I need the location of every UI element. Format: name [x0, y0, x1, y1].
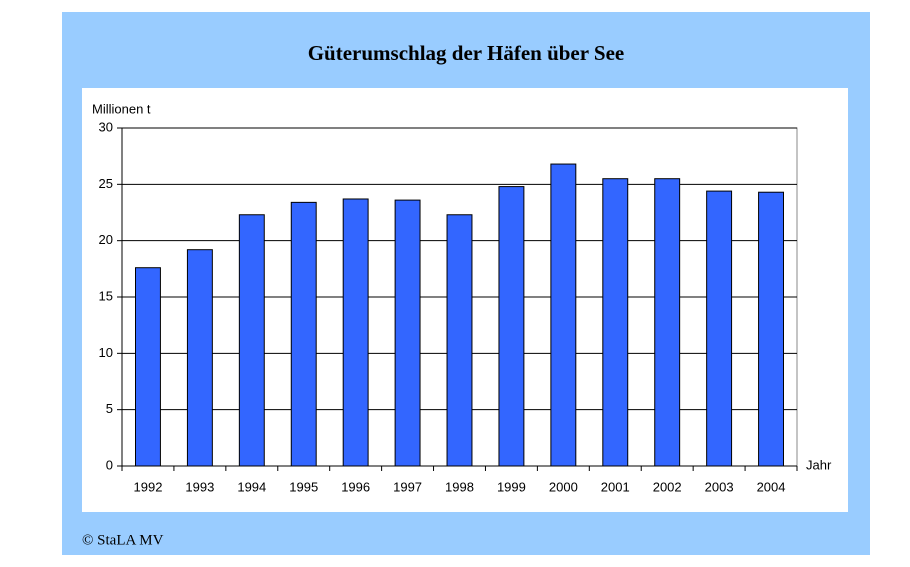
y-tick-label: 10: [99, 345, 113, 360]
chart-title: Güterumschlag der Häfen über See: [308, 41, 625, 65]
bar: [602, 178, 629, 467]
y-tick-label: 30: [99, 119, 113, 134]
bar: [758, 191, 784, 467]
bar: [342, 198, 369, 467]
x-tick-label: 1995: [289, 479, 318, 494]
x-tick-label: 2001: [601, 479, 630, 494]
x-tick-label: 1994: [237, 479, 266, 494]
bar: [394, 199, 421, 467]
x-tick-label: 1996: [341, 479, 370, 494]
bar: [550, 163, 577, 467]
y-tick-label: 0: [106, 457, 113, 472]
x-tick-label: 2002: [653, 479, 682, 494]
bar: [654, 178, 681, 467]
x-tick-label: 2003: [705, 479, 734, 494]
bar: [186, 249, 213, 467]
bar: [446, 214, 473, 467]
x-tick-label: 2004: [757, 479, 786, 494]
y-tick-label: 20: [99, 232, 113, 247]
y-axis-label: Millionen t: [92, 101, 151, 116]
bar: [706, 190, 733, 467]
x-tick-label: 1998: [445, 479, 474, 494]
x-tick-label: 2000: [549, 479, 578, 494]
x-axis-label: Jahr: [806, 457, 832, 472]
x-tick-label: 1993: [185, 479, 214, 494]
y-tick-label: 5: [106, 401, 113, 416]
y-tick-label: 15: [99, 288, 113, 303]
x-tick-label: 1997: [393, 479, 422, 494]
bar: [290, 201, 317, 467]
y-tick-label: 25: [99, 176, 113, 191]
bar: [498, 186, 525, 467]
bar: [135, 267, 161, 467]
x-tick-label: 1999: [497, 479, 526, 494]
source: © StaLA MV: [82, 532, 164, 548]
bar: [238, 214, 265, 467]
x-tick-label: 1992: [134, 479, 163, 494]
